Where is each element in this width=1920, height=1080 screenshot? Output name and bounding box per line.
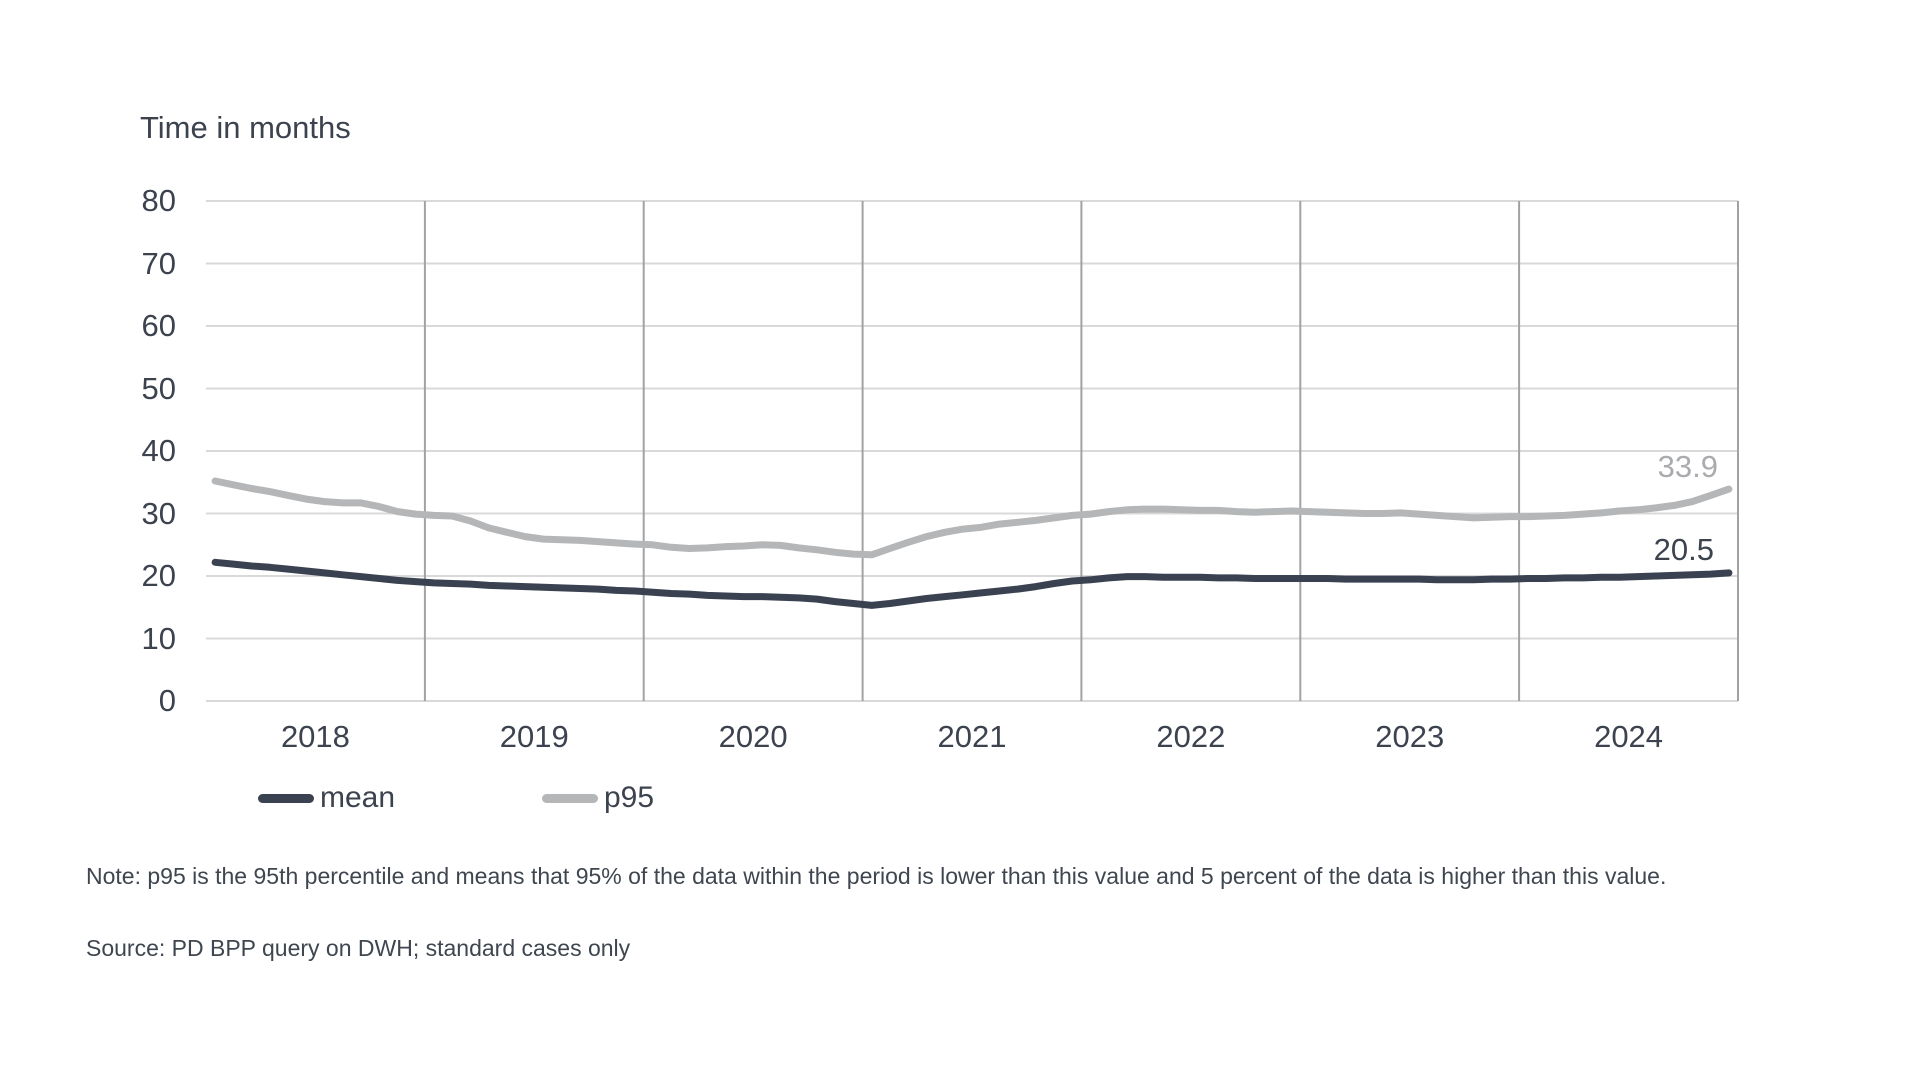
y-axis-tick-label: 80 [141,183,176,218]
chart-lines-svg [206,200,1739,702]
y-axis-tick-label: 40 [141,433,176,468]
chart-title: Time in months [140,110,351,145]
x-axis-year-label: 2022 [1156,719,1226,754]
footnote: Note: p95 is the 95th percentile and mea… [86,863,1667,889]
x-axis-year-label: 2021 [937,719,1007,754]
legend-item-p95: p95 [542,780,654,816]
x-axis-year-label: 2020 [718,719,788,754]
y-axis-tick-label: 70 [141,245,176,281]
x-axis-year-label: 2018 [280,719,350,754]
y-axis-tick-label: 0 [158,683,176,718]
y-axis-tick-label: 20 [141,558,176,593]
plot-area [206,200,1739,702]
legend-item-mean: mean [258,780,395,816]
p95-line-swatch-icon [542,793,598,803]
legend-label-mean: mean [320,781,396,814]
x-axis-year-label: 2024 [1594,719,1664,754]
legend-label-p95: p95 [604,781,655,814]
mean-line-swatch-icon [258,793,314,803]
x-axis-year-label: 2023 [1375,719,1445,754]
y-axis-tick-label: 10 [141,620,176,656]
y-axis-tick-label: 30 [141,495,176,531]
y-axis-tick-label: 50 [141,370,176,406]
source-line: Source: PD BPP query on DWH; standard ca… [86,935,631,961]
p95-end-value-label: 33.9 [1657,449,1718,484]
x-axis-year-label: 2019 [499,719,569,754]
mean-end-value-label: 20.5 [1653,532,1714,567]
y-axis-tick-label: 60 [141,308,176,343]
